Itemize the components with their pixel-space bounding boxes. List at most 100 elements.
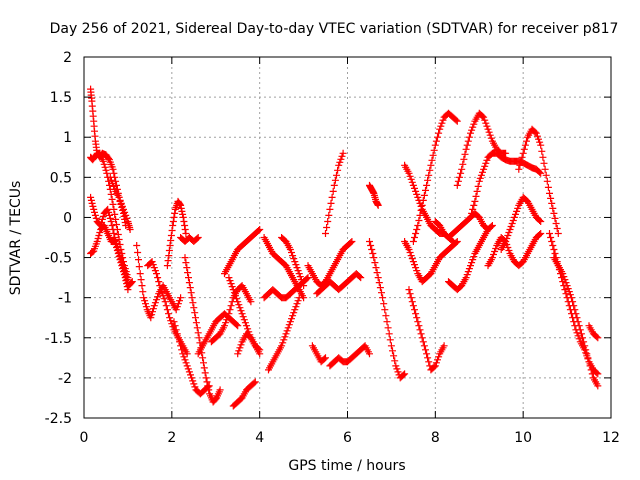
data-point: [462, 145, 470, 153]
data-point: [509, 217, 517, 224]
data-point: [154, 274, 162, 282]
data-point: [576, 326, 584, 334]
data-point: [233, 295, 241, 303]
data-point: [490, 251, 497, 258]
data-point: [181, 254, 189, 262]
data-point: [221, 322, 228, 330]
data-point: [473, 187, 481, 195]
data-point: [324, 218, 332, 225]
data-point: [408, 298, 416, 306]
data-point: [281, 333, 289, 341]
data-point: [290, 309, 298, 317]
data-point: [212, 395, 220, 403]
data-point: [115, 236, 123, 243]
data-point: [479, 168, 486, 176]
data-point: [108, 222, 116, 229]
data-point: [587, 366, 595, 374]
data-point: [560, 273, 568, 281]
data-point: [549, 242, 557, 249]
data-point: [167, 317, 175, 325]
data-point: [233, 321, 241, 329]
data-point: [357, 274, 365, 282]
data-point: [96, 229, 104, 236]
data-point: [186, 284, 194, 292]
data-point: [584, 354, 592, 362]
data-point: [561, 276, 569, 284]
data-point: [435, 353, 443, 361]
series-s25: [326, 342, 373, 370]
data-point: [389, 347, 396, 355]
data-point: [432, 137, 440, 145]
data-point: [166, 314, 174, 322]
data-point: [462, 274, 470, 282]
data-point: [150, 302, 158, 310]
data-point: [128, 278, 136, 286]
series-s38: [497, 193, 545, 253]
data-point: [187, 289, 195, 297]
data-point: [488, 222, 496, 229]
data-point: [187, 371, 194, 379]
data-point: [115, 253, 123, 261]
series-s21: [278, 234, 308, 290]
data-point: [425, 358, 433, 366]
data-point: [160, 295, 168, 303]
data-point: [291, 258, 299, 266]
data-point: [134, 249, 142, 256]
data-point: [118, 202, 126, 210]
data-point: [278, 342, 286, 350]
data-point: [236, 304, 244, 312]
data-point: [177, 201, 185, 209]
data-point: [370, 254, 378, 262]
data-point: [408, 255, 416, 263]
data-point: [99, 157, 107, 165]
data-point: [488, 254, 496, 262]
data-point: [120, 205, 127, 213]
data-point: [406, 172, 414, 180]
data-point: [512, 210, 519, 218]
data-point: [435, 129, 443, 137]
data-point: [110, 205, 118, 213]
data-point: [374, 201, 382, 209]
data-point: [185, 279, 193, 287]
data-point: [518, 153, 526, 161]
data-point: [236, 344, 244, 352]
data-point: [491, 248, 499, 255]
data-point: [406, 249, 414, 256]
data-point: [173, 303, 181, 311]
data-point: [448, 237, 456, 244]
data-point: [165, 310, 172, 318]
data-point: [467, 213, 474, 221]
data-point: [430, 146, 438, 154]
data-point: [565, 288, 573, 296]
data-point: [329, 187, 337, 195]
data-point: [467, 129, 474, 137]
data-point: [151, 299, 159, 307]
data-point: [408, 178, 416, 186]
data-point: [169, 222, 177, 229]
data-point: [461, 150, 469, 158]
data-point: [469, 205, 477, 213]
data-point: [178, 346, 186, 354]
data-point: [238, 310, 246, 318]
data-point: [374, 274, 382, 282]
data-point: [452, 116, 460, 124]
data-point: [339, 149, 347, 157]
data-point: [420, 191, 428, 199]
data-point: [475, 177, 483, 185]
data-point: [585, 358, 593, 366]
data-point: [366, 238, 373, 245]
series-s30: [409, 109, 461, 245]
data-point: [366, 350, 373, 358]
data-point: [507, 223, 515, 230]
data-point: [159, 292, 167, 300]
data-points: [87, 85, 602, 410]
data-point: [243, 322, 250, 330]
data-point: [412, 230, 420, 237]
data-point: [167, 237, 175, 244]
series-s16: [221, 226, 264, 278]
data-point: [574, 318, 582, 326]
data-point: [383, 318, 391, 326]
data-point: [582, 346, 590, 354]
series-s41: [550, 254, 602, 390]
data-point: [121, 208, 129, 216]
